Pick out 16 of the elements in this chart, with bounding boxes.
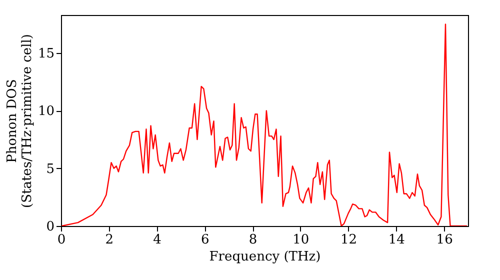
y-axis-title: Phonon DOS (States/THz·primitive cell): [4, 34, 35, 208]
x-tick-label: 8: [248, 232, 258, 248]
x-axis-title: Frequency (THz): [209, 250, 321, 264]
x-tick-label: 16: [436, 232, 453, 248]
y-tick-label: 0: [46, 220, 54, 234]
x-tick-label: 10: [292, 232, 310, 248]
y-tick-label: 10: [38, 104, 54, 120]
x-tick-label: 12: [340, 232, 358, 248]
x-tick-label: 0: [57, 232, 66, 248]
x-tick-label: 4: [153, 232, 162, 248]
y-tick-label: 5: [46, 162, 54, 177]
x-tick-label: 2: [105, 232, 114, 248]
line-series: [61, 24, 468, 226]
x-tick-label: 14: [388, 232, 405, 248]
y-tick-label: 15: [38, 46, 54, 62]
x-tick-label: 6: [201, 232, 210, 248]
